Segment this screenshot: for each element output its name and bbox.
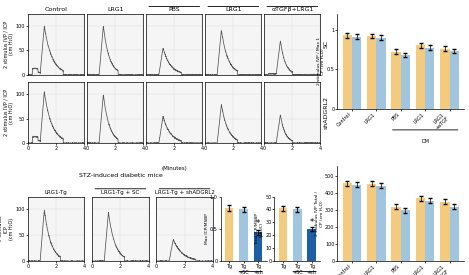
Bar — [425, 48, 434, 109]
Text: DM: DM — [421, 139, 429, 144]
Title: LRG1-Tg + shADGRL2: LRG1-Tg + shADGRL2 — [155, 190, 214, 195]
Title: LRG1-Tg + SC: LRG1-Tg + SC — [101, 190, 140, 195]
Bar — [342, 35, 352, 109]
Bar — [425, 201, 434, 261]
Bar — [239, 210, 248, 261]
Bar — [440, 49, 450, 109]
Title: Control: Control — [45, 7, 68, 12]
Bar — [279, 208, 287, 261]
Y-axis label: 2 stimulus IVP / ICP
(cm H₂O): 2 stimulus IVP / ICP (cm H₂O) — [3, 21, 14, 68]
Text: (Minutes): (Minutes) — [161, 166, 187, 171]
Bar — [450, 207, 459, 261]
Bar — [401, 210, 410, 261]
Text: *: * — [310, 218, 314, 227]
Title: αTGFβ+LRG1: αTGFβ+LRG1 — [271, 7, 313, 12]
Bar — [352, 37, 361, 109]
Bar — [225, 208, 234, 261]
Bar — [440, 202, 450, 261]
Title: LRG1: LRG1 — [107, 7, 123, 12]
Y-axis label: 2 stimulus IVP / ICP
(cm H₂O): 2 stimulus IVP / ICP (cm H₂O) — [3, 89, 14, 136]
Bar — [254, 232, 262, 261]
Title: LRG1: LRG1 — [225, 7, 242, 12]
Y-axis label: Max ICP/MSBP: Max ICP/MSBP — [204, 213, 209, 244]
Text: SC: SC — [323, 40, 328, 48]
Y-axis label: Total ICP/MSBP
(μAUC): Total ICP/MSBP (μAUC) — [256, 213, 264, 245]
Bar — [342, 183, 352, 261]
Bar — [376, 38, 386, 109]
Title: LRG1-Tg: LRG1-Tg — [45, 190, 68, 195]
Bar — [293, 210, 302, 261]
Bar — [367, 36, 376, 109]
Bar — [308, 229, 316, 261]
Bar — [376, 186, 386, 261]
Bar — [392, 207, 401, 261]
Bar — [401, 55, 410, 109]
Title: PBS: PBS — [168, 7, 180, 12]
Text: shADGRL2: shADGRL2 — [323, 96, 328, 129]
Bar — [416, 198, 425, 261]
Bar — [352, 185, 361, 261]
Text: STZ-induced diabetic mice: STZ-induced diabetic mice — [78, 174, 162, 178]
Text: *: * — [256, 219, 260, 228]
Bar — [367, 184, 376, 261]
Y-axis label: 2 stimulus IVP / Max 1
CP (cm H₂O): 2 stimulus IVP / Max 1 CP (cm H₂O) — [317, 37, 325, 86]
Bar — [450, 51, 459, 109]
Bar — [416, 45, 425, 109]
Y-axis label: 2 stabulus IVP Total /
CP (cm H₂O): 2 stabulus IVP Total / CP (cm H₂O) — [315, 191, 324, 236]
Bar — [392, 52, 401, 109]
Y-axis label: # stimulus
ICP
(cm H₂O): # stimulus ICP (cm H₂O) — [0, 216, 14, 242]
